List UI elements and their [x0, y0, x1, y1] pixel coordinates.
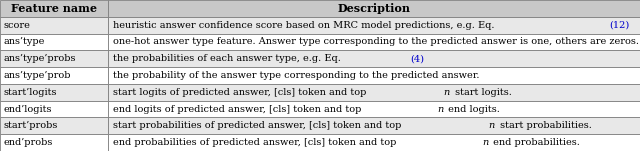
- Bar: [108, 134, 640, 151]
- Bar: [108, 34, 640, 50]
- Text: start probabilities of predicted answer, [cls] token and top: start probabilities of predicted answer,…: [113, 121, 404, 130]
- Text: ans’type’prob: ans’type’prob: [4, 71, 71, 80]
- Text: score: score: [4, 21, 31, 30]
- Text: end logits.: end logits.: [445, 104, 500, 114]
- Text: n: n: [437, 104, 444, 114]
- Text: ans’type’probs: ans’type’probs: [4, 54, 76, 63]
- Bar: [108, 84, 640, 101]
- Bar: [0, 101, 108, 117]
- Bar: [0, 17, 108, 34]
- Text: start’logits: start’logits: [4, 88, 58, 97]
- Text: end probabilities.: end probabilities.: [490, 138, 580, 147]
- Bar: [0, 50, 108, 67]
- Bar: [108, 50, 640, 67]
- Text: end logits of predicted answer, [cls] token and top: end logits of predicted answer, [cls] to…: [113, 104, 364, 114]
- Text: heuristic answer confidence score based on MRC model predictions, e.g. Eq.: heuristic answer confidence score based …: [113, 21, 497, 30]
- Text: the probabilities of each answer type, e.g. Eq.: the probabilities of each answer type, e…: [113, 54, 344, 63]
- Bar: [0, 67, 108, 84]
- Text: (4): (4): [411, 54, 425, 63]
- Text: one-hot answer type feature. Answer type corresponding to the predicted answer i: one-hot answer type feature. Answer type…: [113, 37, 639, 47]
- Bar: [0, 0, 108, 17]
- Text: start logits.: start logits.: [452, 88, 511, 97]
- Text: n: n: [489, 121, 495, 130]
- Bar: [0, 84, 108, 101]
- Text: n: n: [483, 138, 488, 147]
- Bar: [108, 17, 640, 34]
- Text: start’probs: start’probs: [4, 121, 58, 130]
- Bar: [108, 101, 640, 117]
- Text: (12): (12): [609, 21, 629, 30]
- Text: n: n: [444, 88, 450, 97]
- Text: Description: Description: [337, 3, 410, 14]
- Bar: [0, 34, 108, 50]
- Text: Feature name: Feature name: [11, 3, 97, 14]
- Text: end’probs: end’probs: [4, 138, 53, 147]
- Bar: [0, 117, 108, 134]
- Bar: [108, 67, 640, 84]
- Bar: [0, 134, 108, 151]
- Bar: [108, 0, 640, 17]
- Bar: [108, 117, 640, 134]
- Text: the probability of the answer type corresponding to the predicted answer.: the probability of the answer type corre…: [113, 71, 479, 80]
- Text: ans’type: ans’type: [4, 37, 45, 47]
- Text: end probabilities of predicted answer, [cls] token and top: end probabilities of predicted answer, […: [113, 138, 399, 147]
- Text: start logits of predicted answer, [cls] token and top: start logits of predicted answer, [cls] …: [113, 88, 369, 97]
- Text: start probabilities.: start probabilities.: [497, 121, 592, 130]
- Text: end’logits: end’logits: [4, 104, 52, 114]
